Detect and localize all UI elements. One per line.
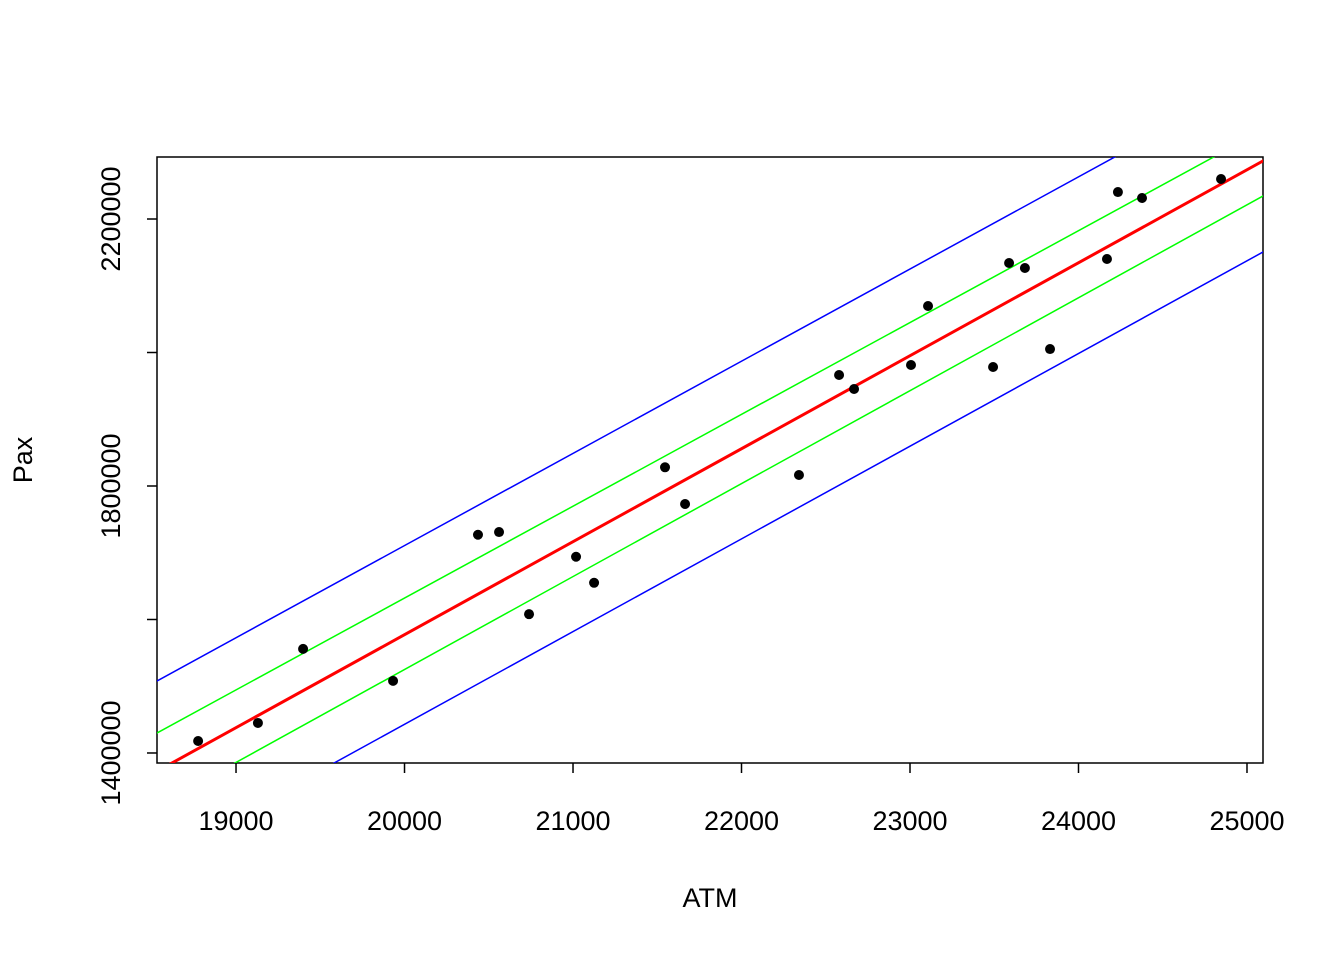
x-tick-label: 20000	[367, 806, 442, 836]
plot-frame	[156, 156, 1264, 764]
y-tick-label: 1400000	[96, 700, 126, 805]
point	[923, 300, 934, 311]
point	[988, 361, 999, 372]
point	[589, 577, 600, 588]
x-tick-label: 25000	[1209, 806, 1284, 836]
point	[1019, 263, 1030, 274]
y-tick-label: 2200000	[96, 166, 126, 271]
point	[472, 529, 483, 540]
point	[906, 359, 917, 370]
fit-lines	[157, 157, 1263, 763]
point	[1112, 187, 1123, 198]
fit-line	[157, 157, 1216, 734]
x-tick-label: 23000	[872, 806, 947, 836]
point	[494, 527, 505, 538]
point	[1137, 192, 1148, 203]
point	[193, 735, 204, 746]
point	[388, 675, 399, 686]
fit-line	[168, 159, 1263, 763]
point	[1045, 344, 1056, 355]
x-tick-label: 19000	[198, 806, 273, 836]
fit-line	[157, 157, 1117, 682]
x-axis-label: ATM	[683, 883, 738, 913]
y-tick-label: 1800000	[96, 433, 126, 538]
point	[680, 499, 691, 510]
point	[1216, 174, 1227, 185]
x-tick-label: 24000	[1041, 806, 1116, 836]
x-tick-label: 21000	[535, 806, 610, 836]
y-axis-label: Pax	[8, 436, 38, 483]
point	[793, 469, 804, 480]
point	[298, 643, 309, 654]
point	[849, 384, 860, 395]
fit-line	[332, 251, 1263, 763]
x-tick-label: 22000	[704, 806, 779, 836]
point	[834, 369, 845, 380]
point	[524, 609, 535, 620]
point	[1101, 253, 1112, 264]
fit-line	[233, 195, 1263, 763]
point	[252, 717, 263, 728]
point	[660, 462, 671, 473]
point	[1004, 257, 1015, 268]
point	[571, 551, 582, 562]
